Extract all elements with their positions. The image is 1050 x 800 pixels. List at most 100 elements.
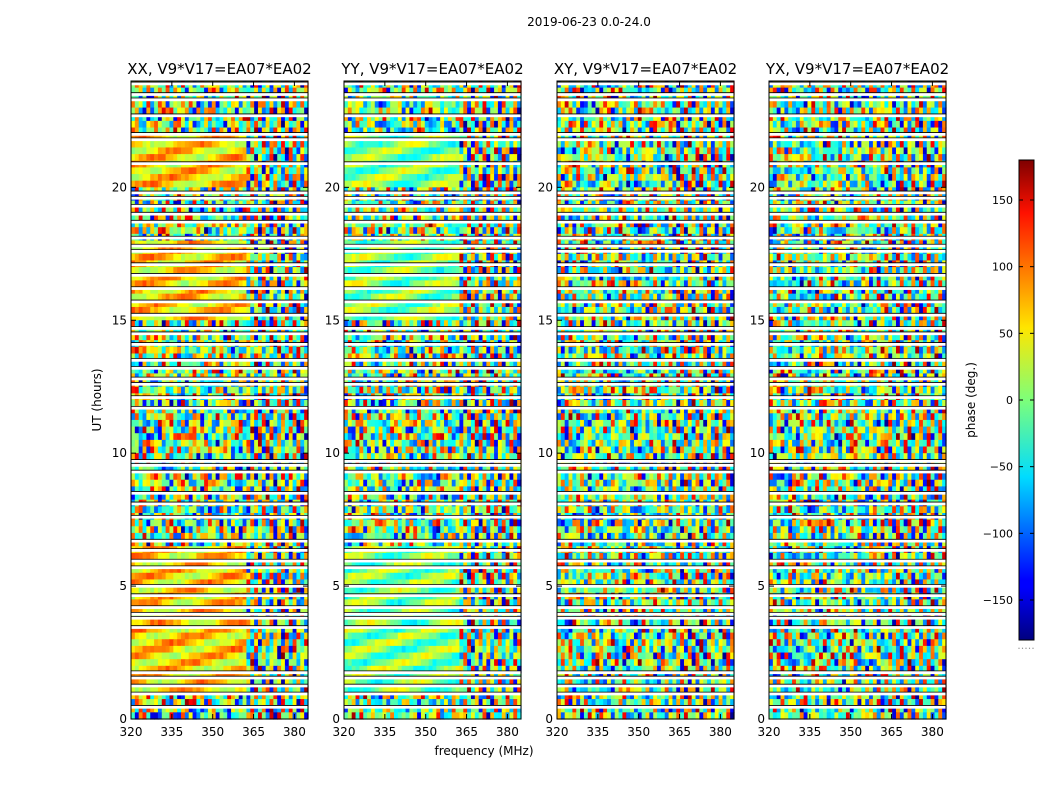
flag-gap xyxy=(344,98,521,102)
flag-gap xyxy=(557,220,734,224)
flag-gap xyxy=(131,676,308,680)
flag-gap xyxy=(344,132,521,136)
panel-xx: XX, V9*V17=EA07*EA02 320 335 350 365 380 0 5 10 1… xyxy=(112,60,312,739)
flag-gap xyxy=(769,249,946,253)
flag-gap xyxy=(344,612,521,616)
flag-gap xyxy=(557,502,734,506)
x-tick-label: 380 xyxy=(709,725,732,739)
colorbar-ticks: −150 −100 −50 0 50 100 150 xyxy=(983,194,1034,607)
flag-gap xyxy=(131,249,308,253)
x-tick-label: 350 xyxy=(839,725,862,739)
flag-gap xyxy=(344,377,521,381)
flag-gap xyxy=(344,342,521,346)
flag-gap xyxy=(131,262,308,267)
x-tick-label: 380 xyxy=(921,725,944,739)
y-tick-label: 0 xyxy=(332,712,340,726)
flag-gap xyxy=(344,593,521,597)
flag-gap xyxy=(344,262,521,267)
flag-gap xyxy=(131,616,308,620)
y-tick-label: 0 xyxy=(545,712,553,726)
flag-gap xyxy=(131,612,308,616)
flag-gap xyxy=(769,132,946,136)
flag-gap xyxy=(557,358,734,362)
flag-gap xyxy=(131,705,308,709)
colorbar-tick-label: 0 xyxy=(1006,394,1013,407)
flag-gap xyxy=(131,113,308,118)
flag-gap xyxy=(131,692,308,696)
x-tick-label: 365 xyxy=(455,725,478,739)
flag-gap xyxy=(769,300,946,304)
flag-gap xyxy=(769,326,946,330)
flag-gap xyxy=(769,670,946,675)
flag-gap xyxy=(557,212,734,216)
flag-gap xyxy=(769,113,946,118)
panels: XX, V9*V17=EA07*EA02 320 335 350 365 380 0 5 10 1… xyxy=(112,60,949,739)
flag-gap xyxy=(769,377,946,381)
flag-gap xyxy=(131,491,308,495)
flag-gap xyxy=(131,236,308,240)
flag-gap xyxy=(131,98,308,102)
flag-gap xyxy=(131,366,308,370)
flag-gap xyxy=(557,286,734,290)
flag-gap xyxy=(131,137,308,142)
panel-xx-heatmap xyxy=(131,81,309,720)
panel-frame xyxy=(768,80,947,720)
flag-gap xyxy=(557,326,734,330)
flag-gap xyxy=(769,565,946,570)
flag-gap xyxy=(557,406,734,410)
flag-gap xyxy=(769,584,946,588)
y-tick-label: 0 xyxy=(119,712,127,726)
flag-gap xyxy=(344,539,521,543)
flag-gap xyxy=(344,82,521,86)
flag-gap xyxy=(769,612,946,616)
x-tick-label: 365 xyxy=(668,725,691,739)
flag-gap xyxy=(344,161,521,166)
flag-gap xyxy=(344,548,521,552)
panel-title: YX, V9*V17=EA07*EA02 xyxy=(765,60,949,78)
flag-gap xyxy=(769,331,946,336)
flag-gap xyxy=(769,705,946,709)
colorbar-tick-label: 100 xyxy=(992,261,1013,274)
flag-gap xyxy=(131,342,308,346)
flag-gap xyxy=(557,92,734,96)
flag-gap xyxy=(557,684,734,688)
panel-title: XY, V9*V17=EA07*EA02 xyxy=(554,60,737,78)
x-tick-label: 350 xyxy=(414,725,437,739)
flag-gap xyxy=(344,616,521,620)
panel-frame xyxy=(556,80,735,720)
flag-gap xyxy=(769,358,946,362)
y-tick-label: 10 xyxy=(750,446,765,460)
flag-gap xyxy=(557,249,734,253)
flag-gap xyxy=(344,559,521,563)
flag-gap xyxy=(557,539,734,543)
flag-gap xyxy=(769,244,946,248)
flag-gap xyxy=(557,625,734,629)
flag-gap xyxy=(131,470,308,474)
flag-gap xyxy=(557,137,734,142)
flag-gap xyxy=(344,236,521,240)
flag-gap xyxy=(557,313,734,317)
y-tick-label: 15 xyxy=(750,313,765,327)
flag-gap xyxy=(131,515,308,519)
flag-gap xyxy=(344,565,521,570)
flag-gap xyxy=(131,220,308,224)
flag-gap xyxy=(344,366,521,370)
flag-gap xyxy=(344,459,521,463)
flag-gap xyxy=(344,286,521,290)
panel-title: XX, V9*V17=EA07*EA02 xyxy=(127,60,311,78)
flag-gap xyxy=(769,692,946,696)
flag-gap xyxy=(344,584,521,588)
flag-gap xyxy=(557,382,734,386)
flag-gap xyxy=(344,249,521,253)
flag-gap xyxy=(131,358,308,362)
x-tick-label: 350 xyxy=(201,725,224,739)
flag-gap xyxy=(769,491,946,495)
panel-frame xyxy=(130,80,309,720)
x-tick-label: 380 xyxy=(283,725,306,739)
flag-gap xyxy=(557,331,734,336)
flag-gap xyxy=(769,204,946,208)
y-tick-label: 15 xyxy=(325,313,340,327)
y-tick-label: 20 xyxy=(112,180,127,194)
flag-gap xyxy=(131,406,308,410)
flag-gap xyxy=(769,463,946,467)
